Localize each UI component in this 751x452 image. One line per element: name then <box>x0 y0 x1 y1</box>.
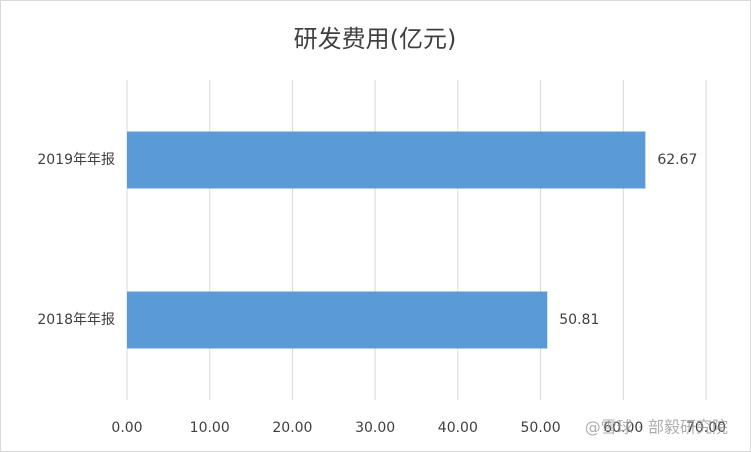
x-tick-label: 50.00 <box>521 420 561 436</box>
y-tick-label: 2018年年报 <box>37 312 115 328</box>
x-tick-label: 30.00 <box>355 420 395 436</box>
data-label: 50.81 <box>559 312 599 328</box>
x-tick-label: 20.00 <box>272 420 312 436</box>
x-tick-label: 10.00 <box>190 420 230 436</box>
watermark: @雪球 · 部毅研究院 <box>585 418 728 437</box>
x-tick-label: 40.00 <box>438 420 478 436</box>
x-tick-label: 60.00 <box>603 420 643 436</box>
x-tick-label: 70.00 <box>686 420 726 436</box>
bar <box>127 131 646 189</box>
y-tick-label: 2019年年报 <box>37 152 115 168</box>
bar <box>127 291 548 349</box>
chart-title: 研发费用(亿元) <box>294 25 457 53</box>
x-tick-label: 0.00 <box>111 420 142 436</box>
data-label: 62.67 <box>657 152 697 168</box>
